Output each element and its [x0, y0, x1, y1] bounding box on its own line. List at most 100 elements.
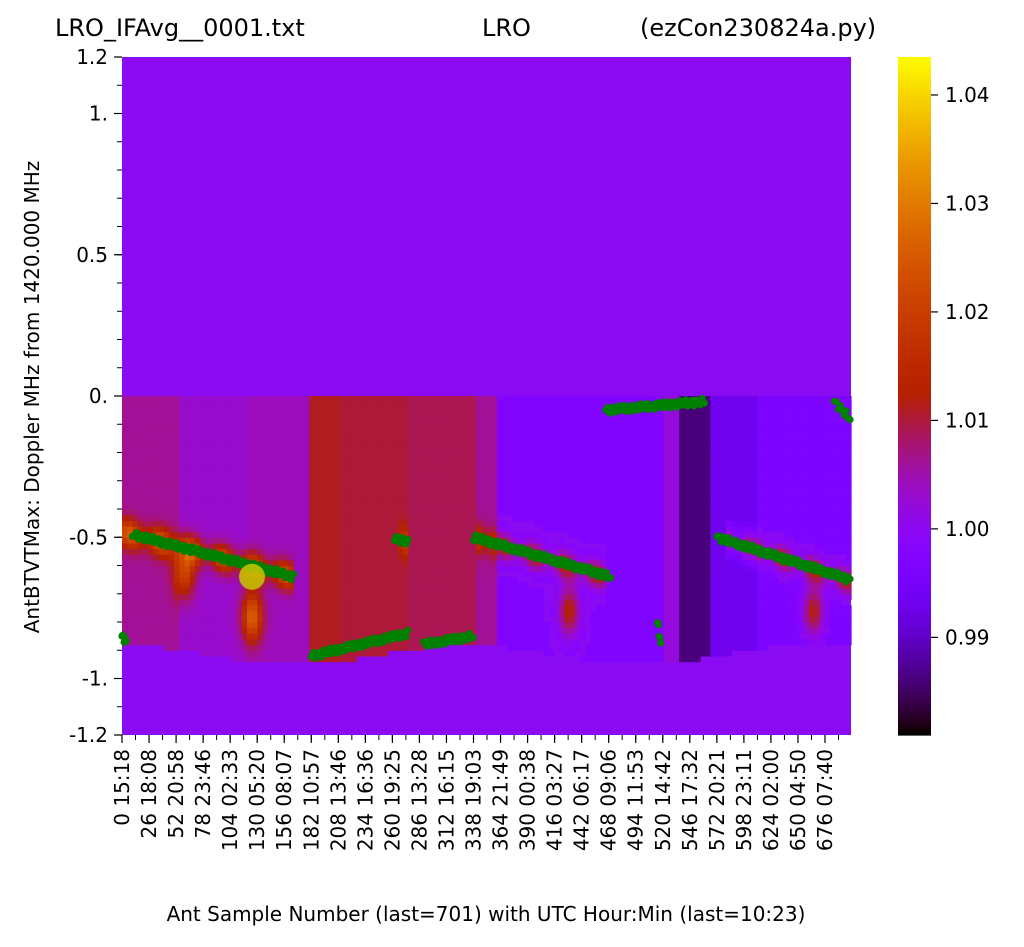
heatmap-cell	[611, 627, 618, 634]
heatmap-cell	[283, 480, 290, 487]
heatmap-cell	[262, 480, 269, 487]
heatmap-cell	[205, 576, 212, 584]
heatmap-cell	[720, 492, 727, 499]
heatmap-cell	[314, 503, 321, 510]
heatmap-cell	[387, 480, 394, 487]
heatmap-cell	[174, 582, 180, 589]
heatmap-cell	[174, 514, 180, 521]
heatmap-cell	[772, 458, 779, 465]
heatmap-cell	[720, 548, 727, 555]
heatmap-cell	[845, 627, 852, 634]
heatmap-cell	[273, 537, 279, 544]
heatmap-cell	[241, 593, 248, 600]
heatmap-cell	[689, 463, 696, 471]
heatmap-cell	[595, 548, 602, 555]
heatmap-cell	[132, 514, 139, 521]
heatmap-cell	[220, 514, 227, 521]
heatmap-cell	[507, 554, 514, 561]
heatmap-cell	[174, 576, 180, 584]
heatmap-cell	[746, 565, 753, 572]
heatmap-cell	[663, 627, 670, 634]
heatmap-cell	[663, 458, 670, 465]
heatmap-cell	[710, 627, 717, 634]
heatmap-cell	[668, 650, 675, 657]
heatmap-cell	[148, 497, 154, 504]
heatmap-cell	[710, 469, 717, 476]
heatmap-cell	[684, 503, 691, 510]
heatmap-cell	[601, 610, 607, 617]
heatmap-cell	[142, 525, 149, 533]
heatmap-cell	[767, 542, 774, 550]
heatmap-cell	[559, 644, 566, 651]
heatmap-cell	[220, 616, 227, 623]
heatmap-cell	[642, 548, 649, 555]
heatmap-cell	[486, 458, 493, 465]
heatmap-cell	[429, 599, 436, 606]
heatmap-cell	[668, 486, 675, 493]
heatmap-cell	[694, 644, 701, 651]
heatmap-cell	[450, 509, 456, 516]
heatmap-cell	[429, 531, 436, 538]
heatmap-cell	[767, 509, 774, 516]
heatmap-cell	[512, 622, 519, 629]
heatmap-cell	[215, 497, 222, 504]
heatmap-cell	[465, 593, 472, 600]
heatmap-cell	[194, 644, 201, 651]
heatmap-cell	[507, 588, 514, 595]
heatmap-cell	[824, 593, 831, 600]
heatmap-cell	[554, 480, 560, 487]
heatmap-cell	[554, 475, 560, 482]
heatmap-cell	[210, 593, 217, 600]
heatmap-cell	[554, 610, 560, 617]
heatmap-cell	[642, 480, 649, 487]
heatmap-cell	[715, 622, 722, 629]
heatmap-cell	[200, 616, 206, 623]
heatmap-cell	[439, 537, 446, 544]
heatmap-cell	[200, 531, 206, 538]
heatmap-cell	[710, 593, 717, 600]
heatmap-cell	[304, 531, 311, 538]
heatmap-cell	[772, 514, 779, 521]
heatmap-cell	[470, 554, 477, 561]
heatmap-cell	[746, 599, 753, 606]
heatmap-cell	[528, 503, 534, 510]
heatmap-cell	[340, 503, 347, 510]
heatmap-cell	[741, 525, 748, 533]
heatmap-cell	[299, 571, 305, 578]
heatmap-cell	[689, 605, 696, 612]
heatmap-cell	[517, 588, 524, 595]
heatmap-cell	[413, 492, 420, 499]
heatmap-cell	[205, 503, 212, 510]
heatmap-cell	[158, 463, 165, 471]
heatmap-cell	[158, 458, 165, 465]
heatmap-cell	[220, 582, 227, 589]
heatmap-cell	[585, 475, 592, 482]
heatmap-cell	[424, 463, 430, 471]
heatmap-cell	[715, 458, 722, 465]
heatmap-cell	[158, 475, 165, 482]
heatmap-cell	[491, 446, 498, 454]
heatmap-cell	[830, 605, 836, 612]
heatmap-cell	[778, 537, 784, 544]
heatmap-cell	[548, 571, 555, 578]
heatmap-cell	[127, 622, 134, 629]
heatmap-cell	[538, 486, 545, 493]
heatmap-cell	[387, 599, 394, 606]
heatmap-cell	[845, 480, 852, 487]
heatmap-cell	[772, 452, 779, 459]
heatmap-cell	[293, 542, 300, 550]
heatmap-cell	[788, 520, 795, 527]
heatmap-cell	[226, 525, 232, 533]
heatmap-cell	[673, 655, 680, 663]
heatmap-cell	[522, 638, 529, 646]
heatmap-cell	[340, 655, 347, 663]
heatmap-cell	[325, 480, 331, 487]
heatmap-cell	[392, 509, 399, 516]
heatmap-cell	[371, 548, 378, 555]
heatmap-cell	[668, 475, 675, 482]
heatmap-cell	[538, 627, 545, 634]
heatmap-cell	[304, 644, 311, 651]
heatmap-cell	[767, 610, 774, 617]
heatmap-cell	[408, 492, 415, 499]
heatmap-cell	[679, 633, 685, 640]
